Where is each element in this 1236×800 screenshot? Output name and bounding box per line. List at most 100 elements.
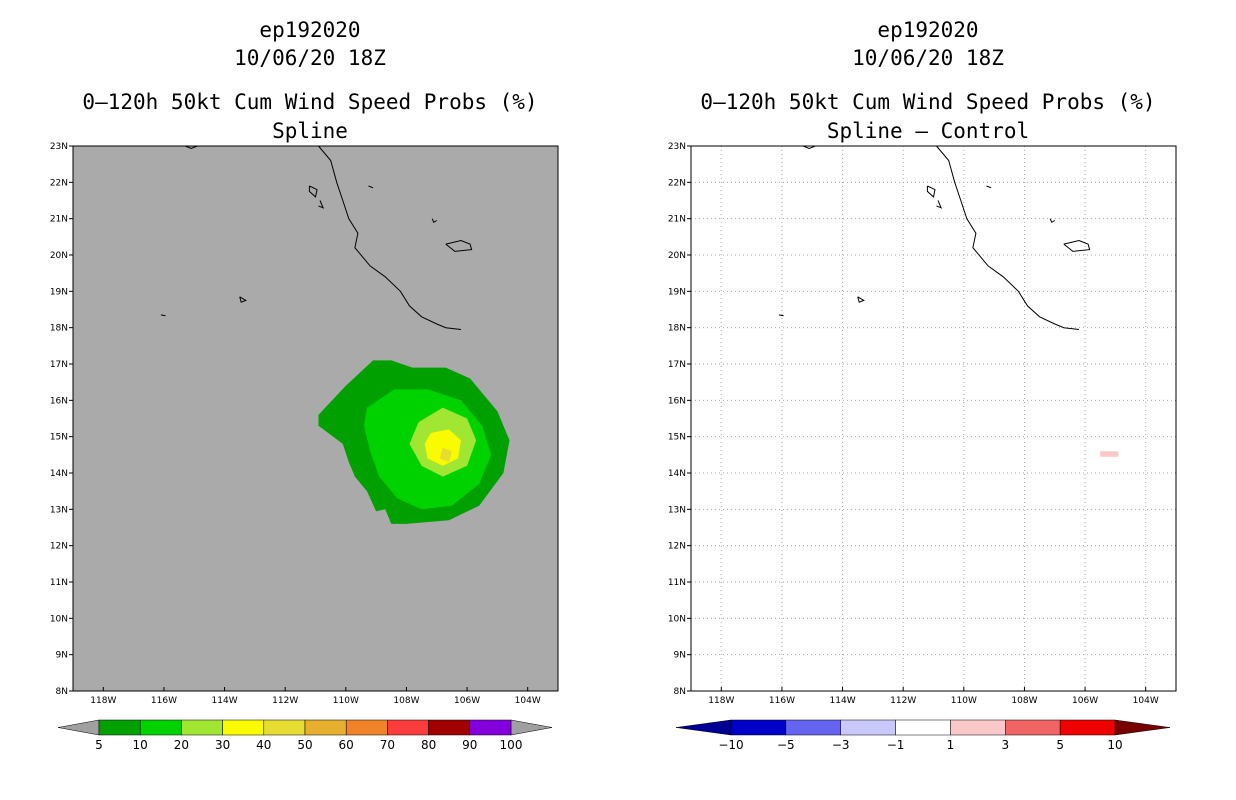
- right-lat-label: 20N: [668, 251, 686, 261]
- right-title: 0–120h 50kt Cum Wind Speed Probs (%): [700, 90, 1156, 114]
- left-lat-label: 14N: [50, 469, 68, 479]
- right-island-coast: [926, 185, 936, 198]
- left-region-level-40: [439, 447, 452, 463]
- right-lon-label: 116W: [769, 696, 795, 706]
- left-lat-label: 18N: [50, 324, 68, 334]
- right-island-coast: [1049, 218, 1056, 224]
- right-colorbar-swatch: [840, 719, 896, 736]
- right-coastline: [778, 145, 1091, 330]
- left-colorbar: 5 10 20 30 40 50 60 70 80 90 100: [57, 719, 553, 752]
- left-colorbar-label: 70: [380, 738, 395, 752]
- right-colorbar-swatch: [950, 719, 1006, 736]
- left-lon-label: 116W: [151, 696, 177, 706]
- right-storm-id: ep192020: [877, 18, 979, 42]
- left-lat-label: 11N: [50, 578, 68, 588]
- right-lat-label: 19N: [668, 287, 686, 297]
- right-lat-label: 13N: [668, 505, 686, 515]
- right-island-coast: [986, 185, 992, 189]
- right-colorbar-label: −10: [718, 738, 743, 752]
- right-lat-label: 11N: [668, 578, 686, 588]
- left-lat-label: 22N: [50, 178, 68, 188]
- right-island-coast: [857, 296, 865, 303]
- right-lat-axis: 23N 22N 21N 20N 19N 18N 17N 16N 15N 14N 13N 12N 11N 1…: [668, 142, 691, 697]
- right-colorbar-swatch: [1059, 719, 1116, 736]
- left-subtitle: Spline: [272, 119, 348, 143]
- left-lat-axis: 23N 22N 21N 20N 19N 18N 17N 16N 15N 14N 13N 12N 11N 1…: [50, 142, 73, 697]
- right-lon-label: 104W: [1133, 696, 1159, 706]
- left-island-coast: [431, 218, 438, 224]
- right-date: 10/06/20 18Z: [852, 46, 1004, 70]
- left-lat-label: 21N: [50, 215, 68, 225]
- left-lon-axis: 118W 116W 114W 112W 110W 108W 106W 104W: [90, 687, 541, 706]
- left-lat-label: 13N: [50, 505, 68, 515]
- right-lat-label: 12N: [668, 542, 686, 552]
- right-lon-label: 110W: [951, 696, 977, 706]
- left-colorbar-label: 5: [95, 738, 103, 752]
- right-colorbar: −10 −5 −3 −1 1 3 5 10: [675, 719, 1171, 752]
- right-lat-label: 14N: [668, 469, 686, 479]
- left-lat-label: 23N: [50, 142, 68, 152]
- right-lat-label: 23N: [668, 142, 686, 152]
- left-region-level-30: [424, 429, 461, 466]
- left-lon-label: 118W: [90, 696, 116, 706]
- left-title: 0–120h 50kt Cum Wind Speed Probs (%): [82, 90, 538, 114]
- right-lat-label: 17N: [668, 360, 686, 370]
- left-island-coast: [445, 239, 473, 252]
- left-colorbar-label: 90: [462, 738, 477, 752]
- left-mainland-coast: [318, 145, 462, 330]
- left-lat-label: 20N: [50, 251, 68, 261]
- right-colorbar-swatch: [1005, 719, 1061, 736]
- left-colorbar-label: 60: [339, 738, 354, 752]
- right-colorbar-under-arrow: [675, 719, 732, 736]
- right-map-background: [691, 146, 1176, 691]
- left-colorbar-label: 80: [421, 738, 436, 752]
- right-gridlines: [691, 146, 1176, 691]
- right-lat-label: 15N: [668, 433, 686, 443]
- left-lat-label: 19N: [50, 287, 68, 297]
- right-colorbar-over-arrow: [1114, 719, 1171, 736]
- right-lon-label: 112W: [890, 696, 916, 706]
- right-lat-label: 8N: [674, 687, 686, 697]
- left-colorbar-label: 20: [174, 738, 189, 752]
- left-storm-id: ep192020: [259, 18, 361, 42]
- left-colorbar-label: 50: [297, 738, 312, 752]
- left-lat-label: 8N: [56, 687, 68, 697]
- left-lon-label: 108W: [393, 696, 419, 706]
- right-lat-label: 9N: [674, 651, 686, 661]
- right-colorbar-swatch: [730, 719, 787, 736]
- right-colorbar-label: 10: [1107, 738, 1122, 752]
- right-lat-label: 18N: [668, 324, 686, 334]
- left-probability-regions: [318, 360, 510, 524]
- right-colorbar-label: 3: [1001, 738, 1009, 752]
- right-lon-label: 106W: [1072, 696, 1098, 706]
- right-lat-label: 21N: [668, 215, 686, 225]
- right-colorbar-label: 1: [947, 738, 955, 752]
- left-lat-label: 15N: [50, 433, 68, 443]
- left-island-coast: [185, 145, 198, 150]
- left-map-frame: [72, 145, 559, 692]
- left-lat-label: 9N: [56, 651, 68, 661]
- left-island-coast: [318, 200, 325, 209]
- right-colorbar-label: −5: [777, 738, 795, 752]
- right-island-coast: [1063, 239, 1091, 252]
- left-lon-label: 104W: [515, 696, 541, 706]
- right-colorbar-swatch: [785, 719, 841, 736]
- right-lat-label: 16N: [668, 396, 686, 406]
- left-lon-label: 106W: [454, 696, 480, 706]
- right-lon-label: 114W: [830, 696, 856, 706]
- left-lon-label: 110W: [333, 696, 359, 706]
- left-coastline: [160, 145, 473, 330]
- right-mainland-coast: [936, 145, 1080, 330]
- right-colorbar-label: 5: [1056, 738, 1064, 752]
- right-lat-label: 22N: [668, 178, 686, 188]
- left-island-coast: [308, 185, 318, 198]
- right-lat-label: 10N: [668, 614, 686, 624]
- left-lat-label: 16N: [50, 396, 68, 406]
- left-lon-label: 112W: [272, 696, 298, 706]
- left-lon-label: 114W: [212, 696, 238, 706]
- left-date: 10/06/20 18Z: [234, 46, 386, 70]
- right-colorbar-swatch: [895, 719, 951, 736]
- left-island-coast: [239, 296, 247, 303]
